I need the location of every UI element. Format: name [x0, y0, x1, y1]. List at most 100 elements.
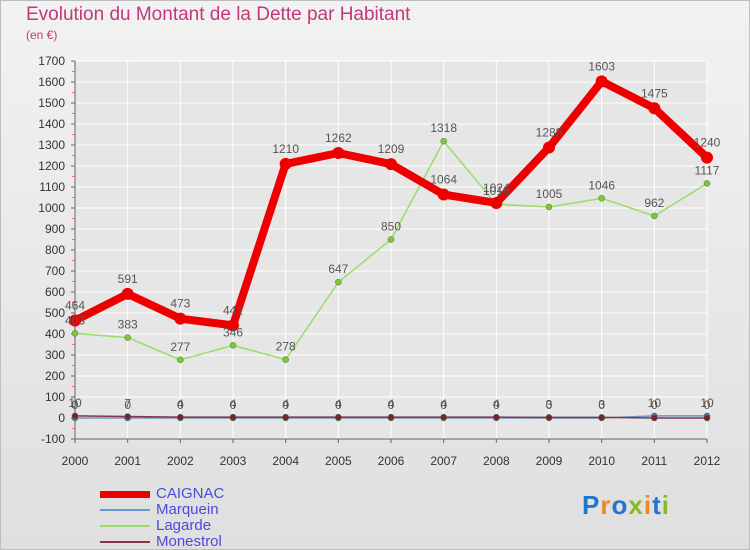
x-tick-label: 2012 — [694, 454, 721, 468]
legend-label-lagarde: Lagarde — [156, 517, 212, 534]
logo-letter: x — [628, 490, 644, 520]
x-tick-label: 2009 — [536, 454, 563, 468]
y-tick-label: 800 — [45, 243, 65, 257]
y-tick-label: 700 — [45, 264, 65, 278]
x-tick-label: 2001 — [114, 454, 141, 468]
data-label-monestrol: 0 — [704, 398, 711, 412]
data-label-lagarde: 277 — [170, 340, 190, 354]
chart-title: Evolution du Montant de la Dette par Hab… — [26, 4, 411, 25]
data-point-caignac — [121, 287, 134, 300]
data-point-lagarde — [387, 236, 395, 243]
data-point-monestrol — [387, 413, 395, 421]
logo-letter: P — [582, 490, 601, 520]
y-tick-label: 1500 — [38, 96, 65, 110]
data-label-caignac: 1210 — [272, 142, 299, 156]
data-label-monestrol: 7 — [124, 397, 131, 411]
data-point-caignac — [595, 75, 608, 88]
data-point-caignac — [227, 319, 239, 332]
data-label-marquein: 0 — [335, 398, 342, 412]
data-label-monestrol: 3 — [546, 397, 553, 411]
data-label-marquein: 10 — [648, 396, 662, 410]
series-layer — [69, 75, 713, 422]
legend-item-marquein: Marquein — [100, 501, 320, 518]
data-point-caignac — [174, 312, 187, 325]
y-tick-label: 500 — [45, 306, 65, 320]
data-label-lagarde: 1318 — [430, 121, 457, 135]
y-tick-label: 1700 — [38, 54, 65, 68]
y-tick-label: 1200 — [38, 159, 65, 173]
data-label-marquein: 0 — [124, 398, 131, 412]
data-label-marquein: 0 — [598, 398, 605, 412]
data-point-caignac — [385, 158, 397, 171]
data-point-caignac — [490, 196, 503, 209]
data-label-lagarde: 403 — [65, 313, 85, 327]
x-tick-label: 2005 — [325, 454, 352, 468]
data-point-monestrol — [703, 414, 711, 422]
y-tick-label: 400 — [45, 327, 65, 341]
data-point-caignac — [279, 157, 292, 170]
legend-label-monestrol: Monestrol — [156, 533, 222, 550]
data-label-monestrol: 3 — [598, 397, 605, 411]
y-tick-label: 600 — [45, 285, 65, 299]
data-label-monestrol: 4 — [388, 397, 395, 411]
data-point-monestrol — [598, 414, 605, 421]
data-point-lagarde — [282, 356, 289, 363]
data-label-marquein: 0 — [282, 398, 289, 412]
data-label-caignac: 441 — [223, 303, 243, 317]
data-label-lagarde: 850 — [381, 220, 401, 234]
legend-swatch-marquein — [100, 509, 150, 511]
data-label-caignac: 1024 — [483, 181, 510, 195]
data-label-marquein: 0 — [230, 398, 237, 412]
y-tick-label: 200 — [45, 369, 65, 383]
x-tick-label: 2010 — [588, 454, 615, 468]
data-label-marquein: 0 — [177, 398, 184, 412]
data-point-monestrol — [335, 413, 342, 421]
data-label-marquein: 10 — [700, 396, 714, 410]
axis-layer: -100010020030040050060070080090010001100… — [38, 54, 720, 468]
legend-item-lagarde: Lagarde — [100, 517, 320, 534]
data-label-lagarde: 647 — [328, 262, 348, 276]
data-label-lagarde: 962 — [644, 196, 664, 210]
data-point-lagarde — [545, 203, 553, 211]
data-label-caignac: 1288 — [536, 126, 563, 140]
data-point-caignac — [69, 314, 81, 327]
data-label-lagarde: 1005 — [536, 187, 563, 201]
data-point-lagarde — [440, 137, 447, 145]
data-label-marquein: 0 — [440, 398, 447, 412]
y-tick-label: 900 — [45, 222, 65, 236]
logo-letter: o — [611, 490, 629, 520]
legend: CAIGNAC Marquein Lagarde Monestrol — [100, 485, 320, 550]
logo-letter: t — [652, 490, 662, 520]
legend-label-caignac: CAIGNAC — [156, 485, 225, 502]
logo-letter: i — [661, 490, 670, 520]
data-point-monestrol — [71, 412, 79, 420]
data-label-monestrol: 4 — [335, 397, 342, 411]
data-label-monestrol: 4 — [440, 397, 447, 411]
data-label-monestrol: 4 — [230, 397, 237, 411]
data-label-lagarde: 383 — [118, 318, 138, 332]
data-label-lagarde: 346 — [223, 325, 243, 339]
data-label-monestrol: 10 — [68, 396, 82, 410]
x-tick-label: 2006 — [378, 454, 405, 468]
y-tick-label: -100 — [41, 432, 65, 446]
data-point-lagarde — [651, 212, 658, 220]
data-label-caignac: 1262 — [325, 131, 352, 145]
data-label-marquein: 0 — [546, 398, 553, 412]
data-label-lagarde: 278 — [276, 340, 296, 354]
x-tick-label: 2011 — [641, 454, 667, 468]
data-point-lagarde — [177, 356, 184, 364]
x-tick-label: 2008 — [483, 454, 510, 468]
data-point-lagarde — [124, 334, 131, 341]
x-tick-label: 2004 — [272, 454, 299, 468]
chart-subtitle: (en €) — [26, 28, 58, 42]
x-tick-label: 2000 — [62, 454, 89, 468]
proxiti-logo: Proxiti — [582, 490, 670, 521]
logo-letter: r — [600, 490, 612, 520]
data-point-lagarde — [598, 195, 605, 202]
data-point-lagarde — [71, 330, 79, 337]
data-label-caignac: 1240 — [694, 136, 721, 150]
data-label-caignac: 1064 — [430, 173, 457, 187]
legend-swatch-lagarde — [100, 525, 150, 527]
data-label-caignac: 1209 — [378, 142, 405, 156]
